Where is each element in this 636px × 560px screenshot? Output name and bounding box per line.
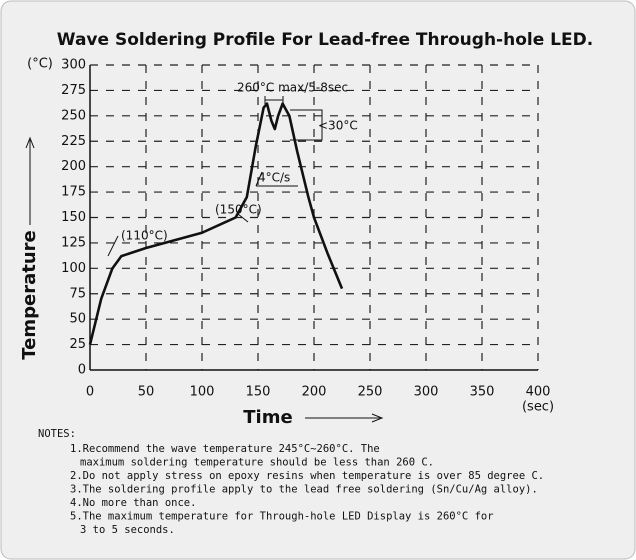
notes-title: NOTES:: [38, 428, 76, 440]
annotation-pointer: [107, 235, 119, 257]
x-tick-label: 50: [138, 385, 155, 400]
annotation: (150°C): [215, 203, 262, 217]
annotation: 260°C max/5-8sec: [237, 81, 348, 95]
y-tick-label: 225: [61, 134, 86, 149]
y-tick-label: 200: [61, 159, 86, 174]
x-arrowhead: [371, 413, 384, 423]
note: 2.Do not apply stress on epoxy resins wh…: [70, 470, 544, 482]
note: maximum soldering temperature should be …: [80, 457, 434, 469]
y-tick-label: 250: [61, 108, 86, 123]
note: 5.The maximum temperature for Through-ho…: [70, 511, 494, 523]
note: 3 to 5 seconds.: [80, 524, 175, 536]
chart-title: Wave Soldering Profile For Lead-free Thr…: [57, 30, 593, 50]
x-tick-label: 350: [470, 385, 495, 400]
y-tick-label: 25: [69, 337, 86, 352]
x-tick-label: 100: [190, 385, 215, 400]
line: [88, 102, 344, 345]
annotation: 4°C/s: [258, 171, 290, 185]
y-tick-label: 0: [78, 363, 86, 378]
annotation-bracket: [290, 109, 323, 141]
y-tick-label: 100: [61, 261, 86, 276]
y-tick-label: 150: [61, 210, 86, 225]
y-tick-label: 125: [61, 235, 86, 250]
annotation-pointer: [237, 213, 249, 223]
note: 3.The soldering profile apply to the lea…: [70, 484, 538, 496]
annotation-pointer: [255, 171, 298, 187]
y-tick-label: 300: [61, 58, 86, 73]
y-arrowhead: [25, 136, 35, 149]
x-tick-label: 150: [246, 385, 271, 400]
note: 4.No more than once.: [70, 497, 196, 509]
x-tick-label: 400: [526, 385, 551, 400]
x-tick-label: 0: [86, 385, 94, 400]
y-tick-label: 175: [61, 185, 86, 200]
annotation-bracket: [264, 96, 284, 104]
y-axis-label: Temperature: [19, 230, 40, 359]
x-axis-label: Time: [243, 407, 292, 428]
y-tick-label: 275: [61, 83, 86, 98]
x-tick-label: 300: [414, 385, 439, 400]
x-unit: (sec): [522, 400, 554, 415]
annotation: <30°C: [318, 119, 358, 133]
y-unit: (°C): [27, 57, 53, 72]
annotation: (110°C): [121, 229, 168, 243]
y-tick-label: 50: [69, 312, 86, 327]
x-tick-label: 250: [358, 385, 383, 400]
x-tick-label: 200: [302, 385, 327, 400]
y-tick-label: 75: [69, 286, 86, 301]
note: 1.Recommend the wave temperature 245°C~2…: [70, 443, 380, 455]
